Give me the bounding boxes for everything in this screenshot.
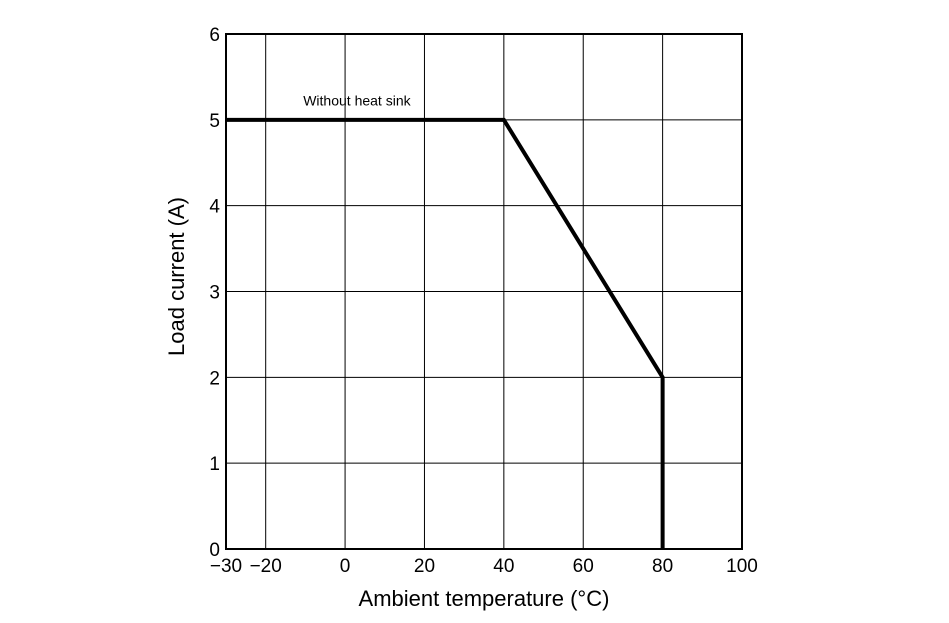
x-tick-label: −30 <box>210 556 242 577</box>
y-tick-label: 2 <box>209 368 220 389</box>
series-annotation: Without heat sink <box>303 93 411 109</box>
x-tick-label: 20 <box>414 556 435 577</box>
y-tick-label: 5 <box>209 111 220 132</box>
x-tick-labels: −30 −20 0 20 40 60 80 100 <box>210 556 758 577</box>
y-tick-label: 6 <box>209 25 220 46</box>
y-tick-labels: 0 1 2 3 4 5 6 <box>209 25 220 561</box>
x-tick-label: 60 <box>573 556 594 577</box>
y-tick-label: 0 <box>209 540 220 561</box>
y-tick-label: 1 <box>209 454 220 475</box>
plot-frame <box>225 33 743 550</box>
x-tick-label: 80 <box>652 556 673 577</box>
y-tick-label: 3 <box>209 283 220 304</box>
x-tick-label: 100 <box>726 556 758 577</box>
y-axis-title: Load current (A) <box>164 197 189 356</box>
x-tick-label: −20 <box>250 556 282 577</box>
x-axis-title: Ambient temperature (°C) <box>359 586 610 611</box>
y-tick-label: 4 <box>209 197 220 218</box>
series-line <box>226 117 665 549</box>
x-tick-label: 0 <box>340 556 351 577</box>
series-layer <box>226 117 665 549</box>
annotations: Without heat sink <box>303 93 411 109</box>
x-tick-label: 40 <box>493 556 514 577</box>
